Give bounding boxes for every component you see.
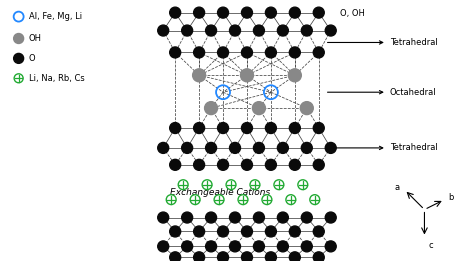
Circle shape	[254, 241, 264, 252]
Circle shape	[206, 143, 217, 153]
Circle shape	[193, 159, 205, 170]
Circle shape	[158, 25, 169, 36]
Circle shape	[218, 123, 228, 133]
Circle shape	[182, 212, 192, 223]
Circle shape	[277, 143, 288, 153]
Circle shape	[241, 7, 253, 18]
Circle shape	[182, 25, 192, 36]
Circle shape	[265, 123, 276, 133]
Circle shape	[241, 159, 253, 170]
Circle shape	[241, 226, 253, 237]
Circle shape	[218, 47, 228, 58]
Circle shape	[193, 226, 205, 237]
Circle shape	[325, 212, 336, 223]
Circle shape	[325, 241, 336, 252]
Circle shape	[170, 7, 181, 18]
Text: Tetrahedral: Tetrahedral	[328, 143, 438, 152]
Circle shape	[265, 226, 276, 237]
Circle shape	[277, 241, 288, 252]
Circle shape	[229, 143, 240, 153]
Circle shape	[14, 34, 24, 43]
Circle shape	[14, 53, 24, 63]
Circle shape	[301, 241, 312, 252]
Circle shape	[193, 252, 205, 262]
Circle shape	[205, 102, 218, 114]
Circle shape	[265, 7, 276, 18]
Circle shape	[277, 25, 288, 36]
Circle shape	[313, 123, 324, 133]
Circle shape	[206, 241, 217, 252]
Circle shape	[193, 123, 205, 133]
Text: Al, Fe, Mg, Li: Al, Fe, Mg, Li	[28, 12, 82, 21]
Circle shape	[254, 212, 264, 223]
Circle shape	[170, 252, 181, 262]
Circle shape	[289, 47, 301, 58]
Text: Tetrahedral: Tetrahedral	[328, 38, 438, 47]
Circle shape	[313, 252, 324, 262]
Circle shape	[289, 123, 301, 133]
Circle shape	[288, 69, 301, 82]
Circle shape	[313, 7, 324, 18]
Circle shape	[289, 159, 301, 170]
Circle shape	[218, 252, 228, 262]
Circle shape	[253, 102, 265, 114]
Circle shape	[158, 143, 169, 153]
Circle shape	[218, 7, 228, 18]
Circle shape	[301, 143, 312, 153]
Circle shape	[170, 226, 181, 237]
Text: Li, Na, Rb, Cs: Li, Na, Rb, Cs	[28, 74, 84, 83]
Circle shape	[289, 7, 301, 18]
Text: Octahedral: Octahedral	[328, 88, 436, 97]
Circle shape	[241, 123, 253, 133]
Circle shape	[301, 25, 312, 36]
Circle shape	[289, 252, 301, 262]
Circle shape	[241, 252, 253, 262]
Circle shape	[193, 7, 205, 18]
Circle shape	[325, 143, 336, 153]
Circle shape	[241, 47, 253, 58]
Circle shape	[265, 252, 276, 262]
Circle shape	[182, 241, 192, 252]
Circle shape	[158, 241, 169, 252]
Circle shape	[229, 25, 240, 36]
Circle shape	[229, 212, 240, 223]
Circle shape	[325, 25, 336, 36]
Circle shape	[289, 226, 301, 237]
Text: O: O	[28, 54, 35, 63]
Circle shape	[313, 47, 324, 58]
Circle shape	[265, 47, 276, 58]
Circle shape	[218, 159, 228, 170]
Circle shape	[182, 143, 192, 153]
Circle shape	[265, 159, 276, 170]
Circle shape	[193, 47, 205, 58]
Circle shape	[206, 212, 217, 223]
Circle shape	[218, 226, 228, 237]
Circle shape	[313, 226, 324, 237]
Circle shape	[301, 212, 312, 223]
Circle shape	[313, 159, 324, 170]
Text: OH: OH	[28, 34, 42, 43]
Text: a: a	[394, 183, 400, 192]
Circle shape	[277, 212, 288, 223]
Circle shape	[170, 123, 181, 133]
Circle shape	[170, 159, 181, 170]
Circle shape	[170, 47, 181, 58]
Circle shape	[206, 25, 217, 36]
Text: b: b	[448, 193, 454, 202]
Circle shape	[254, 25, 264, 36]
Circle shape	[192, 69, 206, 82]
Text: O, OH: O, OH	[340, 9, 365, 18]
Text: Exchangeable Cations: Exchangeable Cations	[170, 188, 270, 197]
Circle shape	[254, 143, 264, 153]
Circle shape	[229, 241, 240, 252]
Text: c: c	[428, 241, 433, 250]
Circle shape	[301, 102, 313, 114]
Circle shape	[240, 69, 254, 82]
Circle shape	[158, 212, 169, 223]
